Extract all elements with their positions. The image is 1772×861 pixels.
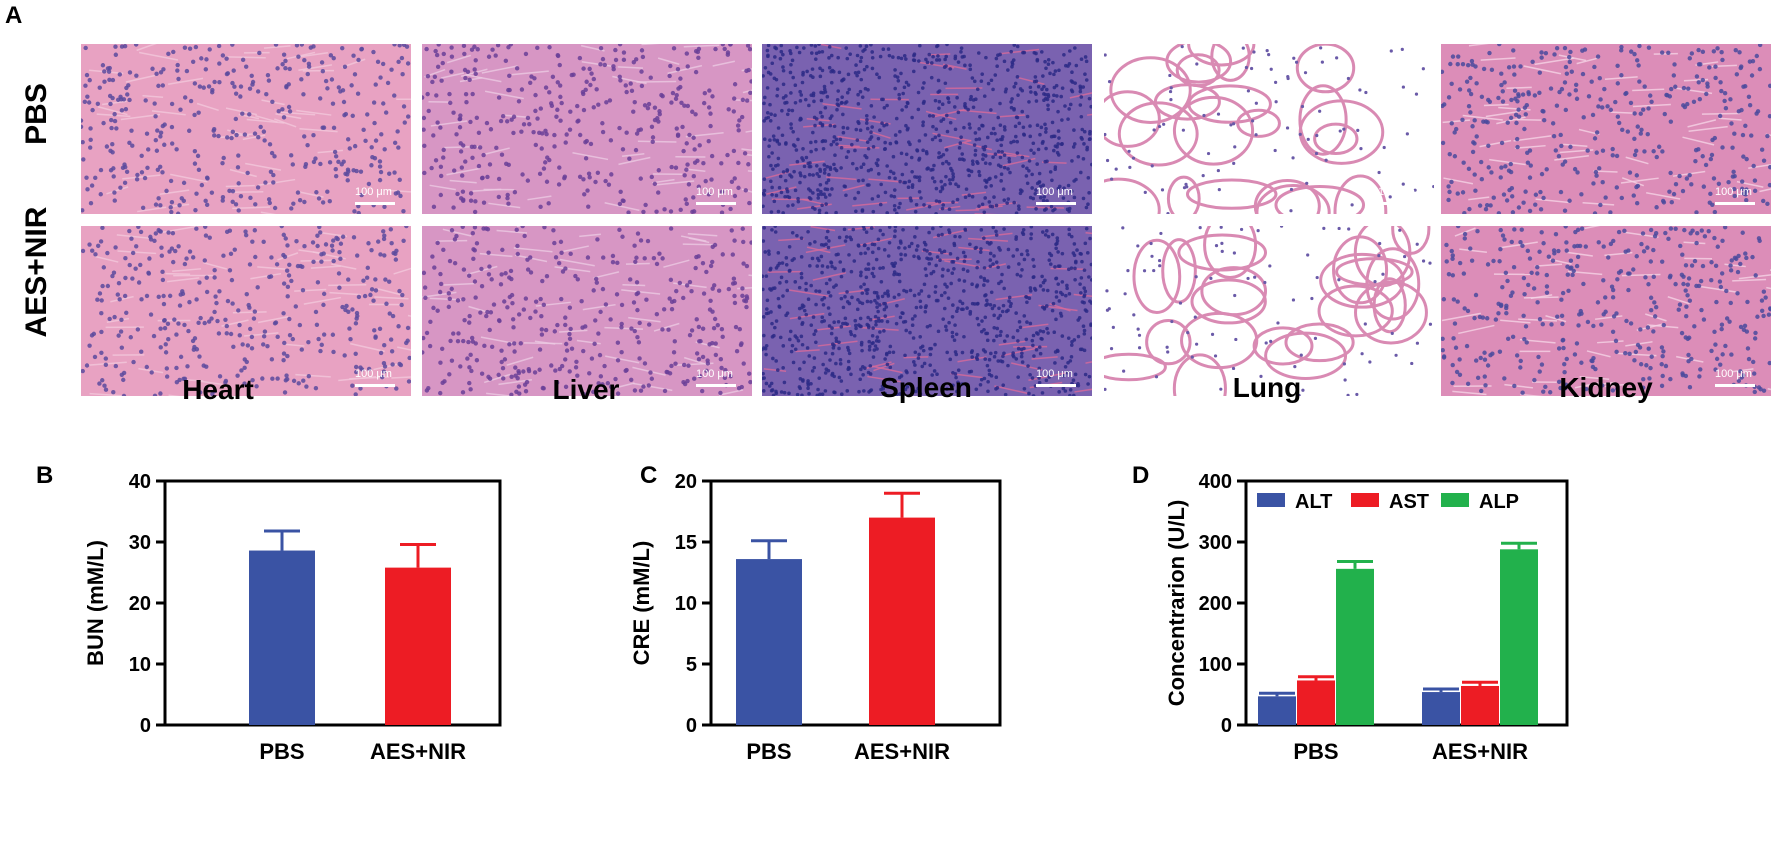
histology-image-liver-pbs: 100 μm bbox=[422, 44, 752, 214]
scale-bar-label: 100 μm bbox=[696, 186, 733, 198]
scale-bar-label: 100 μm bbox=[1715, 186, 1752, 198]
y-tick-label: 300 bbox=[1199, 532, 1232, 554]
chart-bun: B 0 10 20 30 40 BUN (mM/L) PBS AES+NIR bbox=[36, 462, 502, 764]
legend-swatch-alt bbox=[1257, 493, 1285, 507]
scale-bar bbox=[355, 202, 395, 205]
bar-pbs bbox=[736, 559, 802, 725]
scale-bar bbox=[1715, 202, 1755, 205]
col-label-spleen: Spleen bbox=[880, 372, 972, 403]
scale-bar-label: 100 μm bbox=[1036, 368, 1073, 380]
histology-image-spleen-pbs: 100 μm bbox=[762, 44, 1092, 214]
y-tick-label: 400 bbox=[1199, 471, 1232, 493]
panel-letter-a: A bbox=[5, 2, 23, 29]
y-tick-label: 40 bbox=[129, 471, 151, 493]
scale-bar bbox=[1378, 384, 1418, 387]
histology-image-lung-aesnir: 100 μm bbox=[1104, 226, 1434, 396]
x-tick-label: PBS bbox=[259, 739, 304, 764]
scale-bar-label: 100 μm bbox=[696, 368, 733, 380]
scale-bar-label: 100 μm bbox=[1715, 368, 1752, 380]
scale-bar bbox=[696, 202, 736, 205]
legend-label-alt: ALT bbox=[1295, 491, 1332, 513]
legend-swatch-alp bbox=[1441, 493, 1469, 507]
x-tick-label: PBS bbox=[1293, 739, 1338, 764]
panel-letter: C bbox=[640, 462, 657, 489]
histology-image-kidney-pbs: 100 μm bbox=[1441, 44, 1771, 214]
chart-cre: C 0 5 10 15 20 CRE (mM/L) PBS AES+NIR bbox=[629, 462, 1002, 764]
y-tick-label: 10 bbox=[129, 654, 151, 676]
y-tick-label: 30 bbox=[129, 532, 151, 554]
x-tick-label: AES+NIR bbox=[370, 739, 466, 764]
histology-image-lung-pbs: 100 μm bbox=[1104, 44, 1434, 214]
y-tick-label: 5 bbox=[686, 654, 697, 676]
bar-pbs bbox=[249, 550, 315, 725]
legend-swatch-ast bbox=[1351, 493, 1379, 507]
bar-alt-pbs bbox=[1258, 696, 1296, 725]
scale-bar bbox=[355, 384, 395, 387]
scale-bar bbox=[1036, 202, 1076, 205]
scale-bar bbox=[1378, 202, 1418, 205]
y-axis-label: Concentrarion (U/L) bbox=[1164, 500, 1189, 707]
scale-bar bbox=[1036, 384, 1076, 387]
y-tick-label: 0 bbox=[140, 715, 151, 737]
scale-bar-label: 100 μm bbox=[1036, 186, 1073, 198]
panel-letter: D bbox=[1132, 462, 1149, 489]
col-label-liver: Liver bbox=[552, 374, 620, 405]
chart-liver-enzymes: D 0 100 200 300 400 Concentrarion (U/L) PBS AES+… bbox=[1132, 462, 1569, 764]
scale-bar-label: 100 μm bbox=[1378, 186, 1415, 198]
histology-image-kidney-aesnir: 100 μm bbox=[1441, 226, 1771, 396]
y-tick-label: 20 bbox=[675, 471, 697, 493]
panel-letter: B bbox=[36, 462, 53, 489]
bar-alt-aesnir bbox=[1422, 692, 1460, 725]
col-label-kidney: Kidney bbox=[1559, 372, 1653, 403]
y-tick-label: 10 bbox=[675, 593, 697, 615]
histology-image-heart-pbs: 100 μm bbox=[81, 44, 411, 214]
y-axis-label: CRE (mM/L) bbox=[629, 541, 654, 666]
scale-bar-label: 100 μm bbox=[1378, 368, 1415, 380]
y-tick-label: 200 bbox=[1199, 593, 1232, 615]
col-label-lung: Lung bbox=[1232, 372, 1302, 403]
scale-bar bbox=[696, 384, 736, 387]
bar-aesnir bbox=[385, 567, 451, 725]
legend-label-alp: ALP bbox=[1479, 491, 1519, 513]
y-tick-label: 20 bbox=[129, 593, 151, 615]
scale-bar bbox=[1715, 384, 1755, 387]
scale-bar-label: 100 μm bbox=[355, 368, 392, 380]
histology-image-liver-aesnir: 100 μm bbox=[422, 226, 752, 396]
x-tick-label: PBS bbox=[746, 739, 791, 764]
legend-label-ast: AST bbox=[1389, 491, 1429, 513]
row-label-aes-nir: AES+NIR bbox=[20, 206, 53, 338]
x-tick-label: AES+NIR bbox=[1432, 739, 1528, 764]
x-tick-label: AES+NIR bbox=[854, 739, 950, 764]
y-tick-label: 0 bbox=[1221, 715, 1232, 737]
histology-image-heart-aesnir: 100 μm bbox=[81, 226, 411, 396]
bar-alp-aesnir bbox=[1500, 549, 1538, 725]
scale-bar-label: 100 μm bbox=[355, 186, 392, 198]
col-label-heart: Heart bbox=[182, 374, 254, 405]
y-tick-label: 100 bbox=[1199, 654, 1232, 676]
bar-aesnir bbox=[869, 517, 935, 725]
y-axis-label: BUN (mM/L) bbox=[83, 540, 108, 666]
histology-image-spleen-aesnir: 100 μm bbox=[762, 226, 1092, 396]
y-tick-label: 15 bbox=[675, 532, 697, 554]
bar-ast-aesnir bbox=[1461, 685, 1499, 725]
bar-ast-pbs bbox=[1297, 680, 1335, 725]
bar-alp-pbs bbox=[1336, 568, 1374, 725]
y-tick-label: 0 bbox=[686, 715, 697, 737]
